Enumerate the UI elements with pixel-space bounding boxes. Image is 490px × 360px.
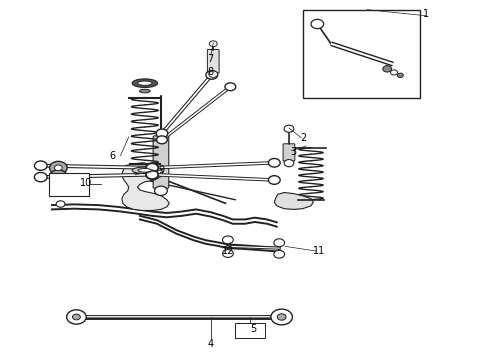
Text: 12: 12 <box>221 246 234 256</box>
Circle shape <box>383 66 392 72</box>
Ellipse shape <box>132 79 158 87</box>
Ellipse shape <box>138 168 152 172</box>
Circle shape <box>397 73 403 77</box>
Circle shape <box>206 71 218 79</box>
Circle shape <box>209 41 217 46</box>
Circle shape <box>146 163 159 172</box>
Text: 6: 6 <box>109 150 115 161</box>
Text: 9: 9 <box>159 165 165 175</box>
Text: 1: 1 <box>423 9 429 19</box>
Text: 5: 5 <box>251 324 257 334</box>
Circle shape <box>269 176 280 184</box>
Circle shape <box>271 309 293 325</box>
Circle shape <box>269 158 280 167</box>
FancyBboxPatch shape <box>153 136 169 188</box>
Circle shape <box>147 163 158 172</box>
Ellipse shape <box>132 167 158 174</box>
Circle shape <box>284 125 294 132</box>
Circle shape <box>274 250 285 258</box>
Circle shape <box>209 71 218 77</box>
Circle shape <box>274 239 285 247</box>
Circle shape <box>157 136 167 144</box>
Polygon shape <box>274 193 314 210</box>
Text: 4: 4 <box>208 339 214 349</box>
Bar <box>49 173 89 196</box>
Ellipse shape <box>138 81 152 85</box>
Circle shape <box>311 19 324 29</box>
Circle shape <box>54 165 62 171</box>
Circle shape <box>146 170 159 179</box>
Text: 7: 7 <box>208 54 214 64</box>
Circle shape <box>49 161 67 174</box>
Bar <box>235 323 265 338</box>
Text: 11: 11 <box>313 246 325 256</box>
Circle shape <box>34 161 47 170</box>
Ellipse shape <box>140 89 150 93</box>
Circle shape <box>277 314 286 320</box>
Circle shape <box>147 170 158 179</box>
Circle shape <box>222 249 233 257</box>
Circle shape <box>156 129 168 138</box>
Circle shape <box>391 70 397 75</box>
Text: 2: 2 <box>300 133 307 143</box>
Text: 8: 8 <box>208 67 214 77</box>
Circle shape <box>73 314 80 320</box>
Circle shape <box>67 310 86 324</box>
Circle shape <box>284 159 294 167</box>
Text: 3: 3 <box>290 147 296 157</box>
Circle shape <box>155 186 167 195</box>
Circle shape <box>225 83 236 91</box>
Circle shape <box>49 170 67 183</box>
FancyBboxPatch shape <box>207 49 219 73</box>
FancyBboxPatch shape <box>283 144 295 161</box>
Bar <box>303 10 420 98</box>
Circle shape <box>54 174 62 179</box>
Text: 10: 10 <box>80 178 92 188</box>
Circle shape <box>34 172 47 182</box>
Polygon shape <box>122 163 169 211</box>
Circle shape <box>222 236 233 244</box>
Circle shape <box>56 201 65 207</box>
